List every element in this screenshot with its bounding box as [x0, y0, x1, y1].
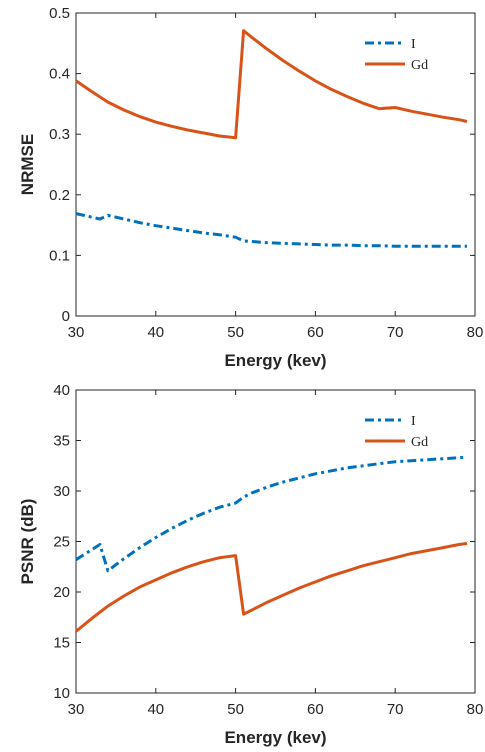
- psnr-legend: I Gd: [365, 414, 428, 450]
- psnr-y-tick-label: 30: [53, 483, 70, 500]
- nrmse-plot-area: [75, 12, 476, 317]
- psnr-x-tick-label: 60: [307, 701, 324, 718]
- psnr-y-axis-label: PSNR (dB): [18, 499, 37, 585]
- nrmse-legend: I Gd: [365, 37, 428, 73]
- nrmse-series-gd-line: [75, 29, 468, 140]
- psnr-chart: 30 40 50 60 70 80 10 15 20 25 30 35 40 Energy (kev)…: [18, 382, 483, 747]
- psnr-plot-area: [75, 389, 476, 694]
- nrmse-legend-I-label: I: [411, 37, 416, 52]
- psnr-series-lines: [75, 455, 468, 633]
- nrmse-y-tick-label: 0.4: [49, 66, 70, 83]
- nrmse-x-tick-label: 30: [68, 324, 85, 341]
- nrmse-y-tick-label: 0.2: [49, 187, 70, 204]
- nrmse-series-lines: [75, 29, 468, 248]
- nrmse-y-tick-label: 0.5: [49, 5, 70, 22]
- nrmse-x-tick-label: 40: [147, 324, 164, 341]
- nrmse-x-tick-label: 60: [307, 324, 324, 341]
- psnr-x-tick-label: 50: [227, 701, 244, 718]
- psnr-series-gd-line: [75, 542, 468, 633]
- nrmse-x-tick-label: 70: [387, 324, 404, 341]
- nrmse-chart: 30 40 50 60 70 80 0 0.1 0.2 0.3 0.4 0.5 Energy (ke…: [18, 5, 483, 370]
- nrmse-y-ticks: 0 0.1 0.2 0.3 0.4 0.5: [49, 5, 475, 325]
- psnr-y-tick-label: 25: [53, 534, 70, 551]
- nrmse-x-ticks: 30 40 50 60 70 80: [68, 13, 484, 341]
- nrmse-y-axis-label: NRMSE: [18, 134, 37, 195]
- psnr-series-i-line: [75, 455, 468, 573]
- psnr-y-tick-label: 20: [53, 584, 70, 601]
- psnr-y-ticks: 10 15 20 25 30 35 40: [53, 382, 475, 702]
- psnr-x-tick-label: 70: [387, 701, 404, 718]
- psnr-y-tick-label: 35: [53, 433, 70, 450]
- psnr-legend-I-label: I: [411, 414, 416, 429]
- psnr-x-tick-label: 30: [68, 701, 85, 718]
- nrmse-legend-Gd-label: Gd: [411, 58, 428, 73]
- psnr-x-ticks: 30 40 50 60 70 80: [68, 390, 484, 718]
- nrmse-x-tick-label: 50: [227, 324, 244, 341]
- nrmse-x-axis-label: Energy (kev): [224, 351, 326, 370]
- psnr-x-tick-label: 80: [467, 701, 484, 718]
- psnr-y-tick-label: 15: [53, 635, 70, 652]
- nrmse-y-tick-label: 0.3: [49, 126, 70, 143]
- nrmse-series-i-line: [75, 212, 467, 248]
- psnr-x-axis-label: Energy (kev): [224, 728, 326, 747]
- psnr-y-tick-label: 40: [53, 382, 70, 399]
- nrmse-y-tick-label: 0: [62, 308, 70, 325]
- nrmse-y-tick-label: 0.1: [49, 247, 70, 264]
- nrmse-x-tick-label: 80: [467, 324, 484, 341]
- psnr-legend-Gd-label: Gd: [411, 435, 428, 450]
- psnr-y-tick-label: 10: [53, 685, 70, 702]
- psnr-x-tick-label: 40: [147, 701, 164, 718]
